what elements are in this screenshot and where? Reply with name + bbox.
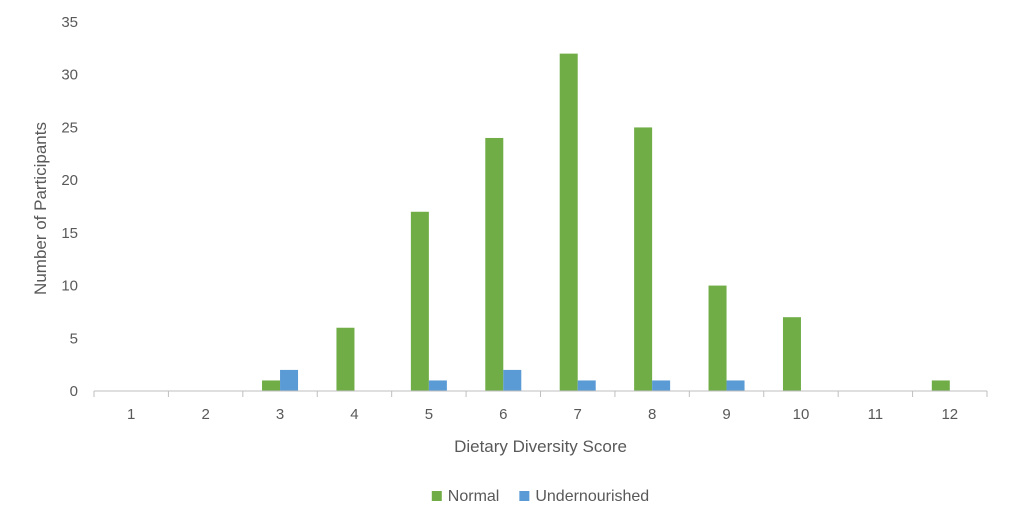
x-tick-label: 11 xyxy=(868,406,884,423)
y-tick-label: 10 xyxy=(61,278,78,295)
legend-item-undernourished: Undernourished xyxy=(519,488,649,505)
bar-undernourished-7 xyxy=(577,380,596,391)
bar-normal-12 xyxy=(931,380,950,391)
bar-series xyxy=(262,53,950,391)
legend-item-normal: Normal xyxy=(431,488,500,505)
x-axis-ticks: 1 2 3 4 5 6 7 8 9 10 11 12 xyxy=(127,406,958,423)
x-tick-label: 5 xyxy=(425,406,433,423)
y-axis-ticks: 0 5 10 15 20 25 30 35 xyxy=(61,14,78,400)
y-axis-title: Number of Participants xyxy=(31,122,50,295)
bar-normal-6 xyxy=(485,137,504,391)
x-tick-label: 10 xyxy=(793,406,810,423)
bar-normal-3 xyxy=(262,380,281,391)
bar-normal-9 xyxy=(708,285,727,391)
y-tick-label: 20 xyxy=(61,172,78,189)
legend-label: Undernourished xyxy=(535,488,649,505)
y-tick-label: 35 xyxy=(61,14,78,31)
y-tick-label: 30 xyxy=(61,67,78,84)
x-tick-label: 4 xyxy=(350,406,358,423)
bar-undernourished-9 xyxy=(726,380,745,391)
x-axis-tick-marks xyxy=(93,391,988,397)
bar-normal-8 xyxy=(634,127,653,391)
bar-undernourished-6 xyxy=(503,369,522,391)
bar-normal-4 xyxy=(336,327,355,391)
y-tick-label: 25 xyxy=(61,119,78,136)
legend: Normal Undernourished xyxy=(431,488,649,505)
bar-normal-5 xyxy=(410,211,429,391)
y-tick-label: 0 xyxy=(70,383,78,400)
bar-undernourished-8 xyxy=(652,380,671,391)
x-axis-title: Dietary Diversity Score xyxy=(454,437,627,456)
bar-undernourished-3 xyxy=(280,369,299,391)
x-tick-label: 8 xyxy=(648,406,656,423)
x-tick-label: 1 xyxy=(127,406,135,423)
bar-normal-7 xyxy=(559,53,578,391)
x-tick-label: 12 xyxy=(941,406,958,423)
x-tick-label: 9 xyxy=(722,406,730,423)
x-tick-label: 2 xyxy=(201,406,209,423)
y-tick-label: 5 xyxy=(70,330,78,347)
x-tick-label: 6 xyxy=(499,406,507,423)
bar-normal-10 xyxy=(782,317,801,391)
y-tick-label: 15 xyxy=(61,225,78,242)
legend-swatch xyxy=(431,491,442,501)
legend-label: Normal xyxy=(448,488,500,505)
legend-swatch xyxy=(519,491,530,501)
x-tick-label: 7 xyxy=(574,406,582,423)
x-tick-label: 3 xyxy=(276,406,284,423)
bar-undernourished-5 xyxy=(428,380,447,391)
